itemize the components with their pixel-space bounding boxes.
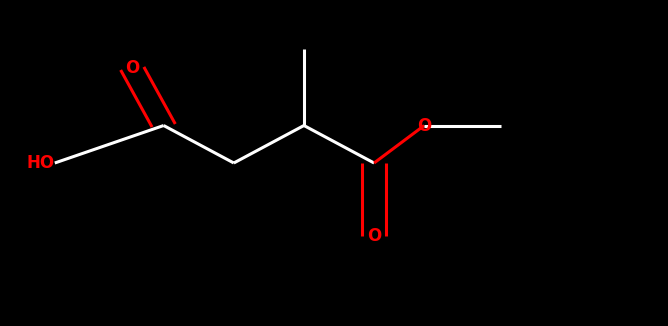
Text: O: O bbox=[125, 59, 140, 78]
Text: HO: HO bbox=[27, 154, 55, 172]
Text: O: O bbox=[417, 116, 432, 135]
Text: O: O bbox=[367, 227, 381, 245]
